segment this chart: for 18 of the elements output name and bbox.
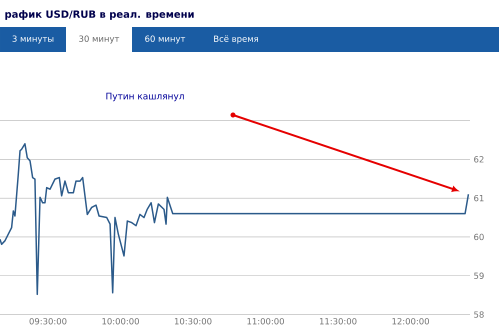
text: 3 минуты: [12, 35, 54, 44]
y-tick-label: 59: [474, 272, 484, 279]
line-series: [0, 143, 470, 296]
y-tick-label: 62: [474, 156, 484, 163]
y-tick-label: 58: [474, 311, 484, 318]
x-tick-label: 11:30:00: [320, 318, 356, 324]
text: 60 минут: [145, 35, 186, 44]
chart-title: рафик USD/RUB в реал. времени: [5, 10, 194, 20]
y-tick-label: 60: [474, 234, 484, 240]
x-tick-label: 10:30:00: [174, 318, 212, 324]
x-tick-label: 12:00:00: [392, 318, 430, 324]
x-tick-label: 10:00:00: [102, 318, 139, 324]
text: Всё время: [214, 35, 258, 44]
x-tick-label: 09:30:00: [30, 318, 66, 324]
y-tick-label: 61: [474, 194, 484, 202]
x-tick-label: 11:00:00: [247, 318, 284, 324]
text: Путин кашлянул: [106, 92, 184, 102]
text: 30 минут: [79, 35, 120, 44]
